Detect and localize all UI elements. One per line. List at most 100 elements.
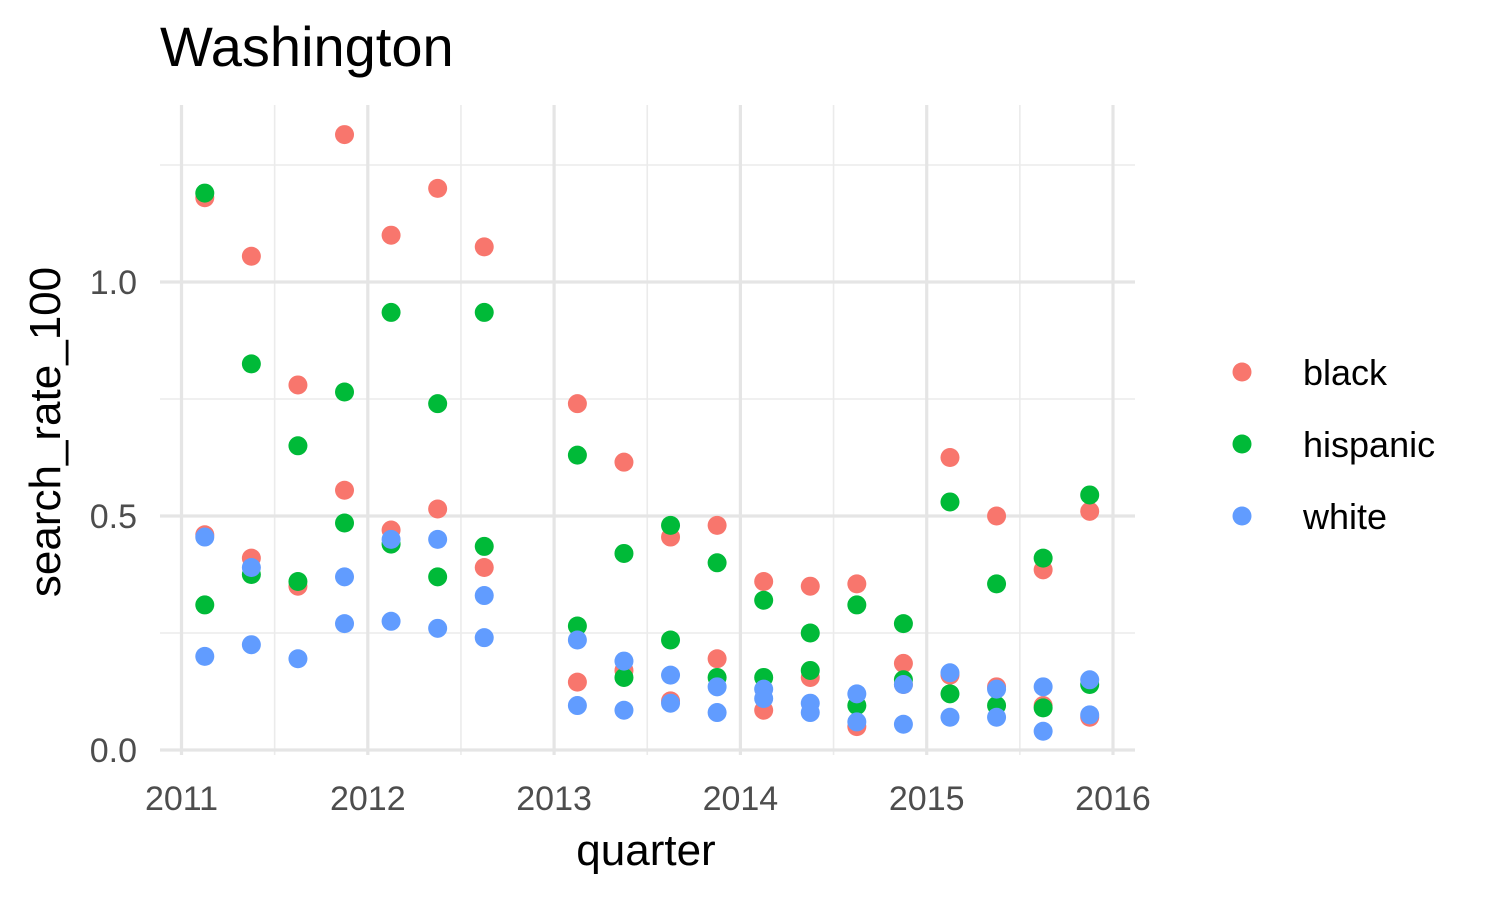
data-point-white — [1080, 670, 1100, 690]
x-axis-ticks: 2011 2012 2013 2014 2015 2016 — [145, 780, 1151, 818]
data-point-hispanic — [614, 667, 634, 687]
data-point-white — [661, 693, 681, 713]
data-point-hispanic — [288, 572, 308, 592]
data-point-white — [707, 703, 727, 723]
data-point-black — [847, 574, 867, 594]
data-point-hispanic — [381, 302, 401, 322]
data-point-white — [474, 586, 494, 606]
minor-gridlines — [160, 105, 1135, 755]
legend-label-white: white — [1302, 496, 1387, 537]
data-point-hispanic — [288, 436, 308, 456]
data-point-black — [567, 394, 587, 414]
data-point-hispanic — [474, 536, 494, 556]
data-point-hispanic — [800, 623, 820, 643]
data-point-hispanic — [800, 660, 820, 680]
data-point-black — [474, 237, 494, 257]
data-point-black — [428, 178, 448, 198]
data-point-hispanic — [1080, 485, 1100, 505]
data-point-white — [893, 714, 913, 734]
data-point-white — [707, 677, 727, 697]
data-point-hispanic — [940, 684, 960, 704]
data-point-white — [335, 567, 355, 587]
data-point-black — [428, 499, 448, 519]
data-point-white — [1033, 677, 1053, 697]
data-point-hispanic — [567, 445, 587, 465]
legend-label-hispanic: hispanic — [1303, 424, 1435, 465]
data-point-white — [567, 696, 587, 716]
data-point-black — [893, 653, 913, 673]
data-point-hispanic — [661, 515, 681, 535]
legend-key-black — [1232, 362, 1252, 382]
data-point-hispanic — [847, 595, 867, 615]
legend-label-black: black — [1303, 352, 1388, 393]
data-point-hispanic — [754, 590, 774, 610]
data-point-black — [800, 576, 820, 596]
data-point-white — [614, 651, 634, 671]
data-point-white — [428, 618, 448, 638]
x-tick-label: 2012 — [330, 780, 406, 818]
x-tick-label: 2013 — [516, 780, 592, 818]
data-point-white — [567, 630, 587, 650]
data-point-black — [614, 452, 634, 472]
data-point-white — [474, 628, 494, 648]
data-point-white — [288, 649, 308, 669]
data-point-white — [614, 700, 634, 720]
data-point-white — [661, 665, 681, 685]
data-point-white — [940, 707, 960, 727]
data-point-black — [335, 480, 355, 500]
data-point-white — [754, 689, 774, 709]
data-point-hispanic — [1033, 548, 1053, 568]
legend-key-white — [1232, 506, 1252, 526]
data-point-hispanic — [614, 543, 634, 563]
y-axis-title: search_rate_100 — [21, 267, 70, 597]
data-point-black — [707, 515, 727, 535]
data-points — [195, 125, 1100, 741]
data-point-black — [567, 672, 587, 692]
data-point-hispanic — [335, 513, 355, 533]
x-tick-label: 2011 — [145, 780, 218, 818]
y-tick-label: 0.5 — [90, 498, 137, 536]
data-point-hispanic — [1033, 698, 1053, 718]
data-point-hispanic — [335, 382, 355, 402]
data-point-hispanic — [893, 614, 913, 634]
data-point-black — [987, 506, 1007, 526]
data-point-white — [893, 674, 913, 694]
data-point-white — [381, 611, 401, 631]
data-point-hispanic — [428, 567, 448, 587]
data-point-white — [381, 529, 401, 549]
y-tick-label: 1.0 — [90, 264, 137, 302]
data-point-hispanic — [428, 394, 448, 414]
data-point-white — [195, 646, 215, 666]
data-point-white — [241, 635, 261, 655]
data-point-white — [241, 557, 261, 577]
data-point-white — [847, 712, 867, 732]
data-point-white — [428, 529, 448, 549]
legend: black hispanic white — [1232, 352, 1435, 537]
x-tick-label: 2015 — [889, 780, 965, 818]
data-point-hispanic — [987, 574, 1007, 594]
y-axis-ticks: 0.0 0.5 1.0 — [90, 264, 137, 770]
major-gridlines — [160, 105, 1135, 755]
data-point-white — [195, 527, 215, 547]
data-point-hispanic — [474, 302, 494, 322]
data-point-white — [987, 679, 1007, 699]
data-point-black — [940, 448, 960, 467]
x-axis-title: quarter — [576, 826, 715, 875]
data-point-black — [474, 557, 494, 577]
x-tick-label: 2016 — [1075, 780, 1151, 818]
data-point-black — [288, 375, 308, 395]
chart-title: Washington — [160, 15, 454, 78]
data-point-white — [1080, 705, 1100, 725]
data-point-hispanic — [195, 183, 215, 203]
data-point-black — [381, 225, 401, 245]
data-point-black — [707, 649, 727, 669]
data-point-white — [335, 614, 355, 634]
data-point-hispanic — [241, 354, 261, 374]
data-point-black — [335, 125, 355, 145]
data-point-hispanic — [567, 616, 587, 636]
data-point-white — [940, 663, 960, 683]
data-point-white — [987, 707, 1007, 727]
data-point-white — [800, 703, 820, 723]
y-tick-label: 0.0 — [90, 732, 137, 770]
